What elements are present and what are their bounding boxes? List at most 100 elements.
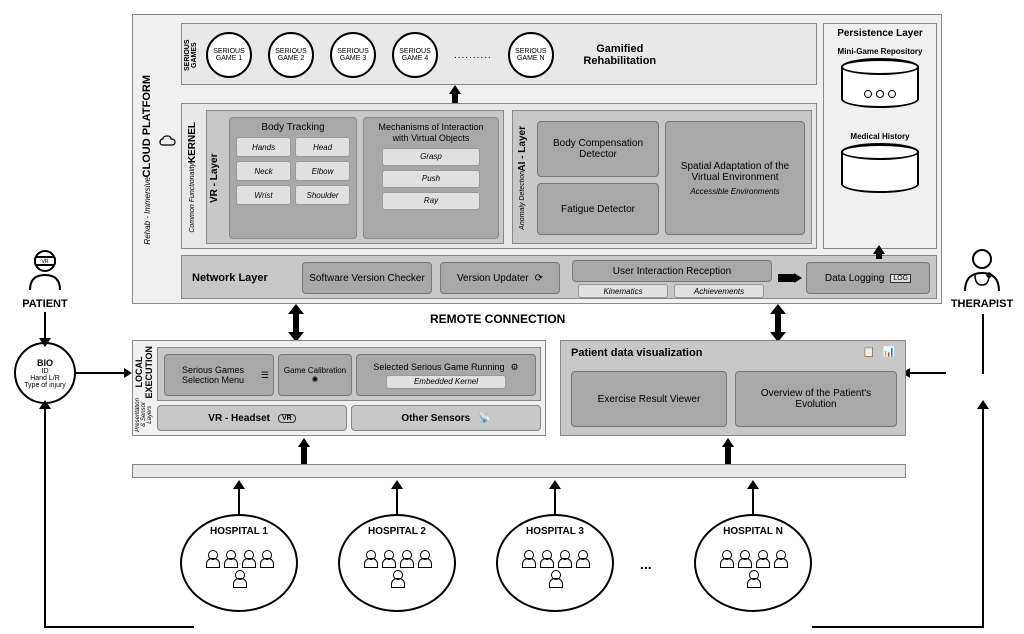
arrow-h3-shaft <box>554 488 556 514</box>
viz-panel: Patient data visualization 📋 📊 Exercise … <box>560 340 906 436</box>
bt-elbow: Elbow <box>295 161 350 181</box>
local-subtitle: Presentation & Sensor Layers <box>135 398 153 432</box>
log-icon: LOG <box>890 274 911 283</box>
arrow-bar-local-shaft <box>301 446 307 464</box>
menu-icon: ☰ <box>261 370 269 381</box>
hospital-3: HOSPITAL 3 <box>496 514 614 612</box>
sensor-icon: 📡 <box>478 413 490 424</box>
arrow-h2-shaft <box>396 488 398 514</box>
arrow-kernel-games-shaft <box>452 93 458 103</box>
embedded-kernel: Embedded Kernel <box>386 375 506 389</box>
bottom-bar <box>132 464 906 478</box>
local-inner: Serious Games Selection Menu ☰ Game Cali… <box>157 347 541 401</box>
kernel-sublabel: Common Functionality <box>189 163 196 233</box>
therapist-icon <box>957 245 1007 295</box>
loop-right-h <box>812 626 984 628</box>
clipboard-icon: 📋 <box>863 347 875 358</box>
serious-games-label: SERIOUS GAMES <box>184 28 198 82</box>
arrow-hn-shaft <box>752 488 754 514</box>
patient-actor: VR PATIENT <box>10 245 80 310</box>
kinematics-chip: Kinematics <box>578 284 668 298</box>
mech-ray: Ray <box>382 192 480 210</box>
gamified-label: Gamified Rehabilitation <box>570 43 670 67</box>
bt-neck: Neck <box>236 161 291 181</box>
repo-label: Mini-Game Repository <box>838 47 923 56</box>
exercise-result-viewer: Exercise Result Viewer <box>571 371 727 427</box>
bio-field-2: Type of injury <box>24 382 66 389</box>
persistence-label: Persistence Layer <box>824 24 936 43</box>
bt-shoulder: Shoulder <box>295 185 350 205</box>
loop-right-head <box>977 400 989 409</box>
biarrow-right <box>770 304 786 342</box>
fatigue-detector: Fatigue Detector <box>537 183 659 235</box>
arrow-bio-local-head <box>124 368 132 378</box>
bio-field-0: ID <box>42 368 49 375</box>
mech-push: Push <box>382 170 480 188</box>
body-comp-detector: Body Compensation Detector <box>537 121 659 177</box>
mech-grasp: Grasp <box>382 148 480 166</box>
mechanisms-title: Mechanisms of Interaction with Virtual O… <box>364 118 498 148</box>
bt-wrist: Wrist <box>236 185 291 205</box>
body-tracking-panel: Body Tracking Hands Head Neck Elbow Wris… <box>229 117 357 239</box>
other-sensors: Other Sensors 📡 <box>351 405 541 431</box>
arrow-h1 <box>233 480 245 489</box>
software-version-checker: Software Version Checker <box>302 262 432 294</box>
arrow-log-persistence-shaft <box>876 253 882 259</box>
ai-layer-panel: AI - Layer Anomaly Detection Body Compen… <box>512 110 812 244</box>
arrow-h1-shaft <box>238 488 240 514</box>
bio-title: BIO <box>37 358 53 368</box>
svg-text:VR: VR <box>42 259 49 265</box>
game-running: Selected Serious Game Running⚙ Embedded … <box>356 354 536 396</box>
bio-field-1: Hand L/R <box>30 375 60 382</box>
body-tracking-title: Body Tracking <box>230 118 356 137</box>
remote-connection-label: REMOTE CONNECTION <box>430 312 565 326</box>
history-label: Medical History <box>850 132 909 141</box>
patient-icon: VR <box>20 245 70 295</box>
achievements-chip: Achievements <box>674 284 764 298</box>
ai-layer-label: AI - Layer <box>517 126 528 172</box>
selection-menu: Serious Games Selection Menu ☰ <box>164 354 274 396</box>
patient-label: PATIENT <box>10 298 80 310</box>
hospital-2: HOSPITAL 2 <box>338 514 456 612</box>
network-layer-panel: Network Layer Software Version Checker V… <box>181 255 937 299</box>
arrow-bio-local <box>76 372 126 374</box>
loop-left-v <box>44 404 46 628</box>
local-execution-panel: LOCAL EXECUTION Presentation & Sensor La… <box>132 340 546 436</box>
vr-headset-icon: VR <box>278 414 296 423</box>
arrow-bar-viz-shaft <box>725 446 731 464</box>
network-label: Network Layer <box>192 256 268 300</box>
hospital-1: HOSPITAL 1 <box>180 514 298 612</box>
bio-circle: BIO ID Hand L/R Type of injury <box>14 342 76 404</box>
hospitals-ellipsis: ... <box>640 556 652 572</box>
hospital-n: HOSPITAL N <box>694 514 812 612</box>
arrow-h2 <box>391 480 403 489</box>
loop-left-h <box>44 626 194 628</box>
local-title: LOCAL EXECUTION <box>134 346 154 399</box>
bt-hands: Hands <box>236 137 291 157</box>
refresh-icon: ⟳ <box>535 273 543 284</box>
game-1: SERIOUS GAME 1 <box>206 32 252 78</box>
serious-games-panel: SERIOUS GAMES SERIOUS GAME 1 SERIOUS GAM… <box>181 23 817 85</box>
cloud-title: CLOUD PLATFORM <box>141 75 153 177</box>
user-interaction-reception: User Interaction Reception <box>572 260 772 282</box>
arrow-therapist-viz <box>906 372 946 374</box>
history-db-icon <box>841 143 919 193</box>
vr-layer-label: VR - Layer <box>209 121 220 235</box>
biarrow-left <box>288 304 304 342</box>
arrow-uir-log <box>794 273 802 283</box>
viz-title: Patient data visualization <box>571 347 702 359</box>
game-4: SERIOUS GAME 4 <box>392 32 438 78</box>
version-updater: Version Updater ⟳ <box>440 262 560 294</box>
game-calibration: Game Calibration ✺ <box>278 354 352 396</box>
persistence-panel: Persistence Layer Mini-Game Repository M… <box>823 23 937 249</box>
kernel-panel: KERNEL Common Functionality VR - Layer B… <box>181 103 817 249</box>
vr-layer-panel: VR - Layer Body Tracking Hands Head Neck… <box>206 110 504 244</box>
cloud-subtitle: Rehab - Immersive <box>143 177 152 245</box>
therapist-actor: THERAPIST <box>944 245 1020 310</box>
cloud-icon <box>159 135 177 149</box>
loop-right-v <box>982 404 984 628</box>
patient-evolution: Overview of the Patient's Evolution <box>735 371 897 427</box>
kernel-label: KERNEL <box>187 122 198 163</box>
games-ellipsis: .......... <box>454 50 492 61</box>
loop-left-head <box>39 400 51 409</box>
